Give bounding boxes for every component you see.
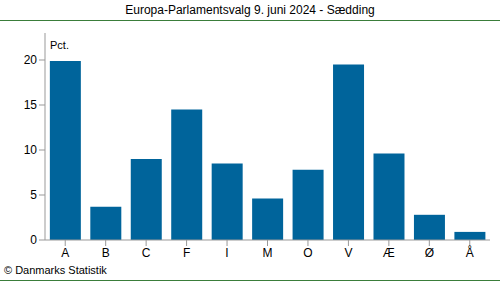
svg-text:10: 10 <box>24 143 38 157</box>
html-text:Europa-Parlamentsvalg 9. juni: Europa-Parlamentsvalg 9. juni 2024 - Sæd… <box>125 3 375 17</box>
svg-text:A: A <box>61 246 69 260</box>
svg-text:I: I <box>225 246 228 260</box>
svg-text:F: F <box>183 246 190 260</box>
svg-text:Æ: Æ <box>383 246 395 260</box>
svg-text:Å: Å <box>466 245 474 260</box>
svg-text:0: 0 <box>30 233 37 247</box>
svg-text:5: 5 <box>30 188 37 202</box>
html-text:© Danmarks Statistik: © Danmarks Statistik <box>4 264 107 276</box>
svg-text:M: M <box>263 246 273 260</box>
html-text:Pct.: Pct. <box>50 39 69 51</box>
svg-text:15: 15 <box>24 98 38 112</box>
svg-text:C: C <box>142 246 151 260</box>
svg-text:O: O <box>303 246 312 260</box>
svg-text:B: B <box>102 246 110 260</box>
svg-text:Ø: Ø <box>425 246 434 260</box>
svg-text:20: 20 <box>24 53 38 67</box>
svg-text:V: V <box>344 246 352 260</box>
